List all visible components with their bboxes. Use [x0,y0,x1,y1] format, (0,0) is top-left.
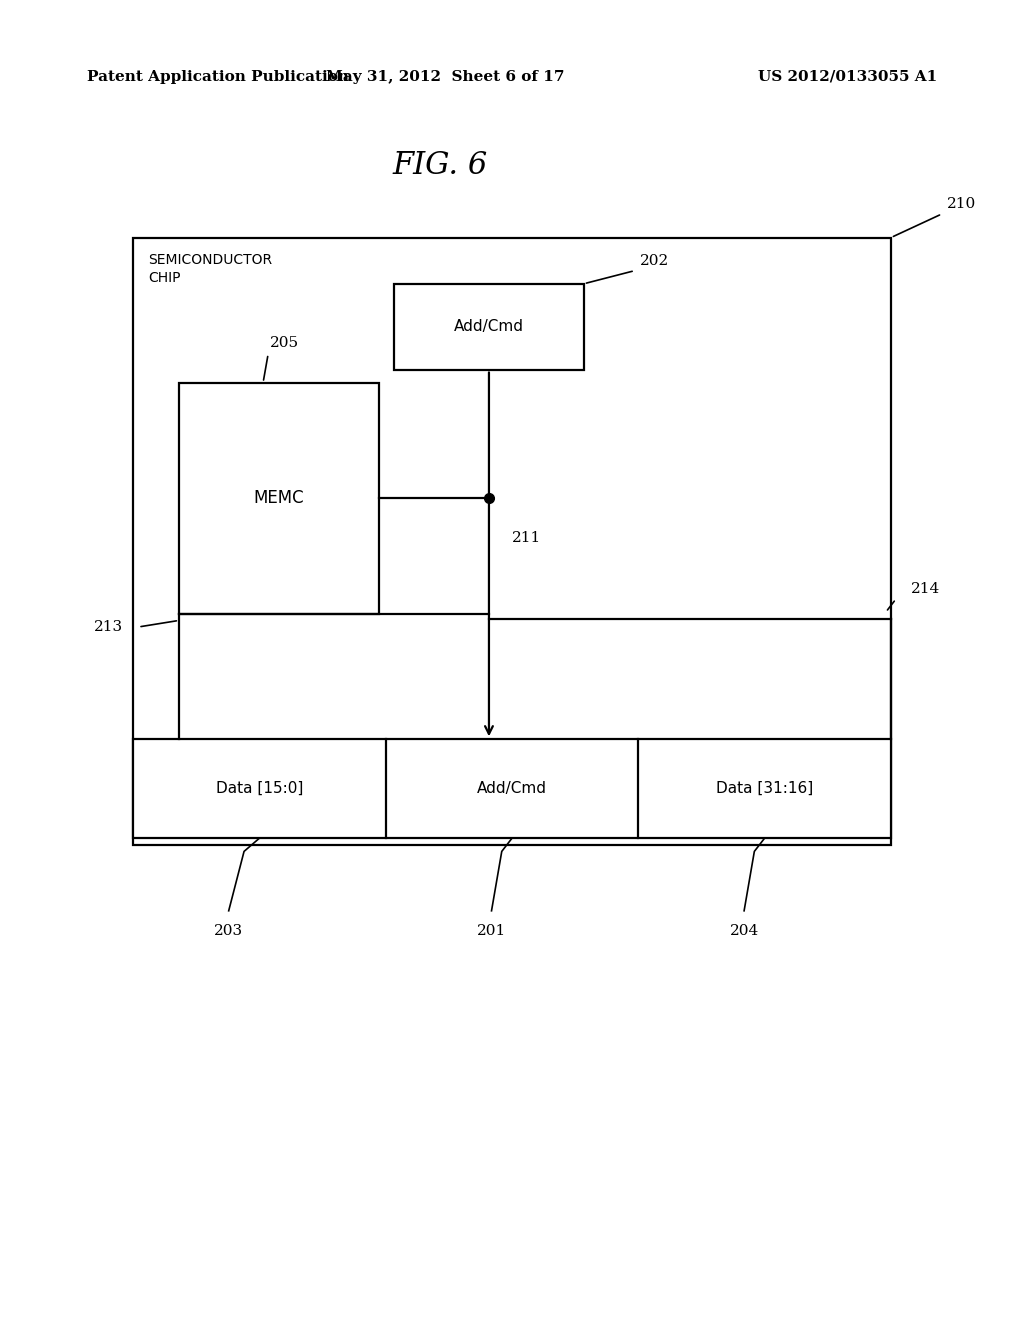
Text: 201: 201 [477,924,506,939]
Text: Add/Cmd: Add/Cmd [477,781,547,796]
Text: MEMC: MEMC [254,490,304,507]
Text: Add/Cmd: Add/Cmd [454,319,524,334]
Text: 203: 203 [214,924,244,939]
Bar [133,739,891,838]
Text: Patent Application Publication: Patent Application Publication [87,70,349,83]
Text: 205: 205 [270,335,299,350]
Text: 213: 213 [94,620,123,634]
Text: 210: 210 [947,197,977,211]
Text: May 31, 2012  Sheet 6 of 17: May 31, 2012 Sheet 6 of 17 [327,70,564,83]
Text: SEMICONDUCTOR
CHIP: SEMICONDUCTOR CHIP [148,253,272,285]
Text: 214: 214 [911,582,941,597]
Text: Data [31:16]: Data [31:16] [716,781,813,796]
Text: 202: 202 [640,253,670,268]
Text: 204: 204 [729,924,759,939]
Text: US 2012/0133055 A1: US 2012/0133055 A1 [758,70,937,83]
Text: 211: 211 [512,531,541,545]
Bar [133,238,891,845]
Text: FIG. 6: FIG. 6 [392,149,488,181]
Bar [394,284,584,370]
Text: Data [15:0]: Data [15:0] [216,781,303,796]
Bar [179,383,379,614]
